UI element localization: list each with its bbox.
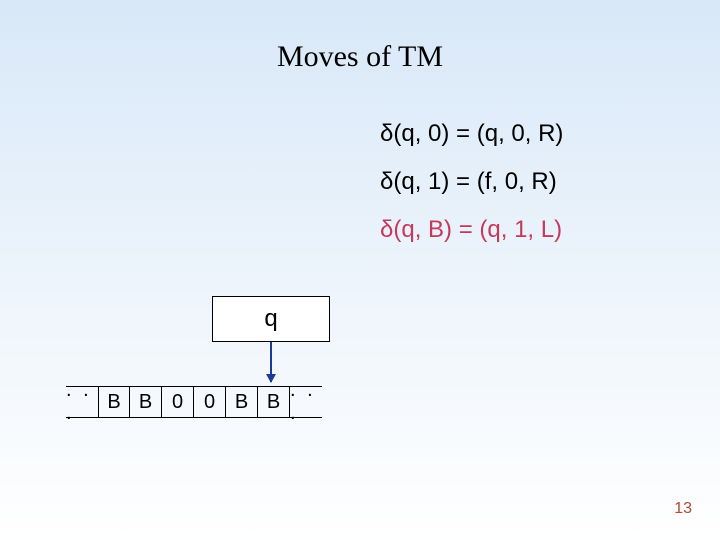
rule-1: δ(q, 0) = (q, 0, R) xyxy=(380,120,563,148)
head-state-box: q xyxy=(212,296,330,342)
slide-title: Moves of TM xyxy=(0,40,720,74)
tape-edge-left: . . . xyxy=(66,386,98,418)
tape-cell: 0 xyxy=(162,386,194,418)
rule-2: δ(q, 1) = (f, 0, R) xyxy=(380,168,563,196)
head-arrow xyxy=(270,342,272,382)
tape-cell: B xyxy=(98,386,130,418)
tape-cell: B xyxy=(226,386,258,418)
tape: . . . B B 0 0 B B . . . xyxy=(66,386,322,418)
transition-rules: δ(q, 0) = (q, 0, R) δ(q, 1) = (f, 0, R) … xyxy=(380,120,563,244)
rule-3: δ(q, B) = (q, 1, L) xyxy=(380,216,563,244)
tape-cell: B xyxy=(130,386,162,418)
page-number: 13 xyxy=(674,500,692,518)
tape-cell: 0 xyxy=(194,386,226,418)
tape-cell: B xyxy=(258,386,290,418)
tape-edge-right: . . . xyxy=(290,386,322,418)
